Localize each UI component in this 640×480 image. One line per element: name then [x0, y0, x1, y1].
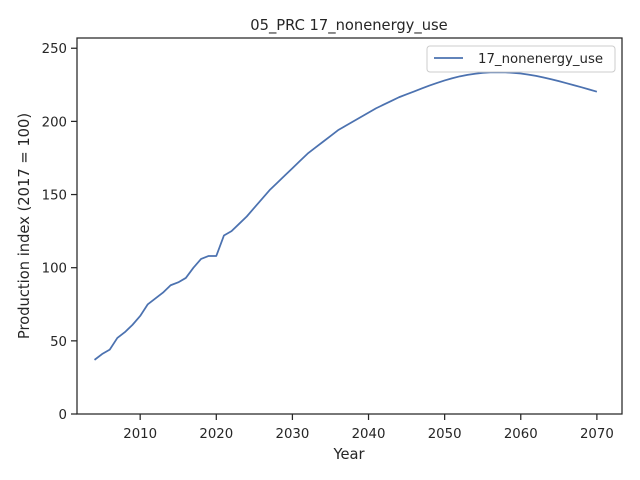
- y-tick-label: 250: [42, 42, 67, 57]
- legend: 17_nonenergy_use: [426, 45, 616, 73]
- series-line-17-nonenergy-use: [93, 71, 598, 361]
- y-tick-label: 100: [42, 262, 67, 277]
- y-tick-label: 50: [50, 335, 67, 350]
- x-tick-label: 2040: [352, 427, 386, 442]
- plot-area: [93, 71, 598, 361]
- x-tick-label: 2010: [123, 427, 157, 442]
- legend-box: [426, 45, 616, 73]
- x-axis-label: Year: [332, 446, 365, 463]
- x-tick-label: 2020: [199, 427, 233, 442]
- x-tick-label: 2030: [275, 427, 309, 442]
- legend-label: 17_nonenergy_use: [478, 52, 603, 67]
- chart-title: 05_PRC 17_nonenergy_use: [250, 17, 447, 34]
- y-axis-label: Production index (2017 = 100): [16, 113, 33, 339]
- x-tick-label: 2050: [428, 427, 462, 442]
- y-tick-label: 200: [42, 115, 67, 130]
- x-tick-label: 2070: [580, 427, 614, 442]
- axes-frame: [76, 37, 623, 415]
- y-tick-label: 0: [59, 408, 67, 423]
- y-axis: 0 50 100 150 200 250: [42, 42, 77, 423]
- x-tick-label: 2060: [504, 427, 538, 442]
- x-axis: 2010 2020 2030 2040 2050 2060 2070: [123, 414, 614, 442]
- y-tick-label: 150: [42, 189, 67, 204]
